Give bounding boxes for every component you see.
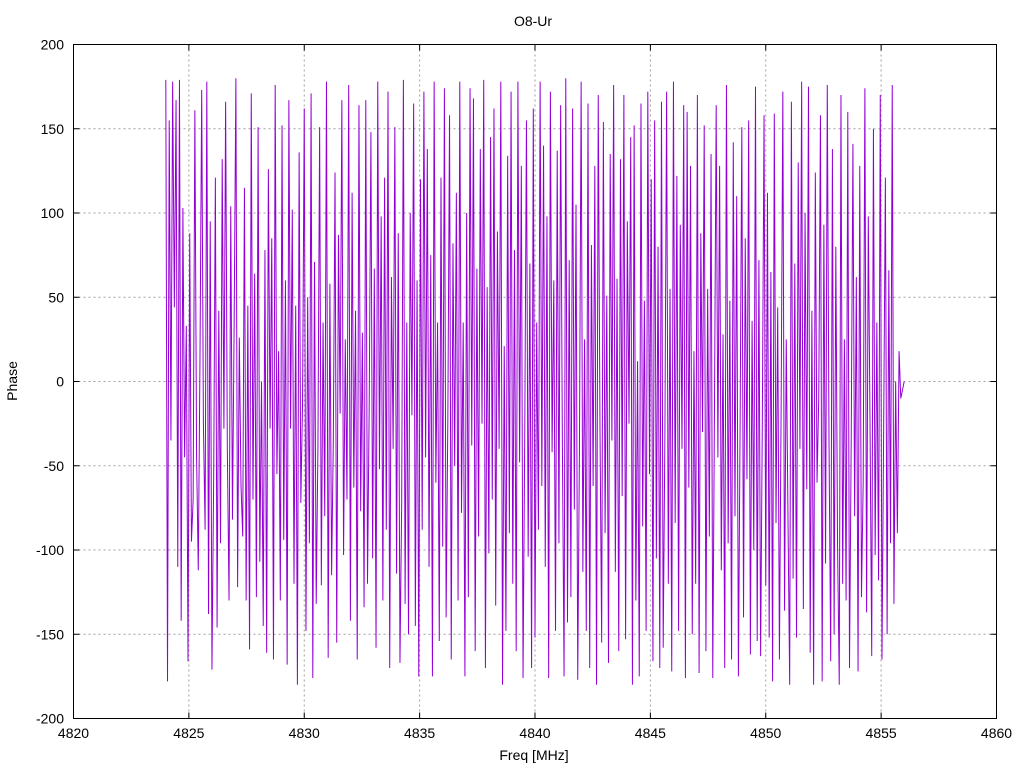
x-tick-labels: 4820 4825 4830 4835 4840 4845 4850 4855 4860 bbox=[58, 725, 1012, 741]
x-axis-label: Freq [MHz] bbox=[499, 747, 568, 763]
y-tick-labels: -200 -150 -100 -50 0 50 100 150 200 bbox=[36, 37, 64, 727]
chart-title: O8-Ur bbox=[514, 13, 552, 29]
x-tick-label: 4845 bbox=[635, 725, 666, 741]
x-tick-label: 4835 bbox=[404, 725, 435, 741]
x-tick-label: 4850 bbox=[750, 725, 781, 741]
y-tick-label: 150 bbox=[41, 121, 65, 137]
y-tick-label: -200 bbox=[36, 711, 64, 727]
y-axis-label: Phase bbox=[4, 361, 20, 401]
y-tick-label: -50 bbox=[44, 458, 64, 474]
x-tick-label: 4860 bbox=[981, 725, 1012, 741]
y-tick-label: 100 bbox=[41, 205, 65, 221]
x-tick-label: 4840 bbox=[519, 725, 550, 741]
x-tick-label: 4825 bbox=[173, 725, 204, 741]
x-tick-label: 4820 bbox=[58, 725, 89, 741]
series-line-phase bbox=[165, 78, 905, 685]
y-tick-label: 200 bbox=[41, 37, 65, 53]
y-tick-label: -150 bbox=[36, 626, 64, 642]
y-tick-label: -100 bbox=[36, 542, 64, 558]
plot-frame bbox=[73, 44, 997, 719]
x-tick-label: 4830 bbox=[289, 725, 320, 741]
x-tick-label: 4855 bbox=[866, 725, 897, 741]
y-tick-label: 0 bbox=[56, 374, 64, 390]
y-tick-label: 50 bbox=[48, 289, 64, 305]
